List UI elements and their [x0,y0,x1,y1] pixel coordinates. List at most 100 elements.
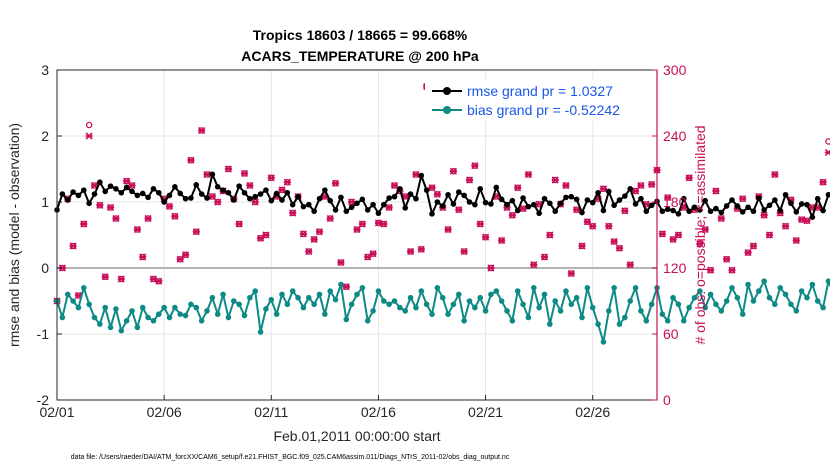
rmse-series-point [273,190,280,197]
y-tick-label-left: 1 [41,194,49,210]
y-tick-label-left: 2 [41,128,49,144]
obs-count-markers [53,82,830,305]
rmse-series-point [504,201,510,208]
rmse-series-point [772,197,778,203]
bias-series-point [482,308,489,314]
bias-series-point [70,298,76,304]
rmse-series-point [86,200,92,207]
bias-series-point [488,291,494,298]
rmse-series-point [316,195,323,202]
bias-series-point [359,285,366,291]
rmse-series-point [509,197,516,204]
rmse-series-point [204,195,210,201]
obs-assimilated-point [310,235,318,243]
y-tick-label-left: 3 [41,62,49,78]
rmse-series-point [268,197,275,204]
obs-assimilated-point [599,185,608,193]
rmse-series-point [611,202,617,209]
rmse-series-point [814,195,821,202]
obs-assimilated-point [348,198,356,206]
bias-series-point [402,308,409,314]
obs-assimilated-point [171,212,179,220]
obs-assimilated-point [476,220,484,228]
obs-assimilated-point [251,198,259,206]
bias-series-point [584,285,591,291]
obs-assimilated-point [824,148,830,157]
rmse-series-point [568,193,575,200]
bias-series-point [273,311,280,318]
bias-series-point [150,318,157,324]
obs-assimilated-point [85,132,93,140]
bias-series-point [241,312,248,319]
obs-assimilated-point [256,234,265,242]
obs-assimilated-point [551,176,559,184]
bias-series-point [820,304,826,311]
rmse-series-point [595,189,601,196]
obs-assimilated-point [792,236,800,245]
y-tick-label-right: 300 [663,62,687,78]
obs-assimilated-point [487,264,495,272]
bias-series-point [391,298,398,304]
obs-assimilated-point [685,174,693,182]
rmse-series-point [236,183,242,189]
bias-series-point [670,294,676,301]
obs-assimilated-point [540,253,549,261]
y-tick-label-right: 60 [663,326,679,342]
bias-series-point [102,304,109,311]
bias-series-point [386,301,392,308]
bias-series-point [311,301,317,308]
chart-title-line-2: ACARS_TEMPERATURE @ 200 hPa [241,48,479,64]
bias-series-point [547,321,553,327]
rmse-series-point [407,191,414,197]
x-tick-label: 02/16 [361,404,396,420]
bias-series-point [563,288,569,294]
obs-assimilated-point [299,230,308,238]
obs-assimilated-point [465,176,474,184]
rmse-series-point [188,195,194,201]
bias-series-point [595,321,601,327]
bias-series-point [461,318,467,324]
x-tick-label: 02/01 [39,404,74,420]
obs-assimilated-point [524,170,533,179]
obs-assimilated-point [615,244,624,252]
bias-series-point [707,291,714,298]
bias-series-point [316,291,323,298]
rmse-series-point [713,205,719,212]
rmse-series-point [225,189,232,196]
bias-series-point [686,304,692,311]
obs-assimilated-point [798,216,806,224]
obs-assimilated-point [262,231,270,239]
rmse-series-point [670,207,676,214]
obs-assimilated-point [626,261,634,269]
bias-series-point [772,301,778,308]
rmse-series-point [632,201,639,207]
rmse-series-point [584,197,591,203]
rmse-series-point [247,195,253,202]
bias-series-point [118,327,125,334]
bias-series-point [755,288,762,294]
y-tick-label-left: 0 [41,260,49,276]
bias-series-point [739,311,746,318]
rmse-series-point [214,184,221,190]
rmse-series-point [552,208,559,215]
rmse-series-point [659,208,666,215]
rmse-series-point [723,203,730,209]
obs-assimilated-point [117,275,125,283]
rmse-series-point [364,207,371,213]
rmse-series-point [782,191,789,198]
obs-assimilated-point [712,187,720,195]
rmse-series-point [311,208,317,215]
obs-assimilated-point [246,181,254,190]
rmse-series-point [75,192,82,199]
x-tick-label: 02/21 [468,404,503,420]
bias-series-point [364,318,371,324]
bias-series-point [788,301,794,308]
obs-assimilated-point [353,225,361,234]
rmse-series-point [155,189,162,196]
bias-series-point [525,314,532,321]
bias-series-point [643,318,650,324]
obs-assimilated-point [214,198,222,206]
rmse-series-point [263,187,269,193]
bias-series-point [680,318,687,324]
obs-assimilated-point [283,178,291,186]
